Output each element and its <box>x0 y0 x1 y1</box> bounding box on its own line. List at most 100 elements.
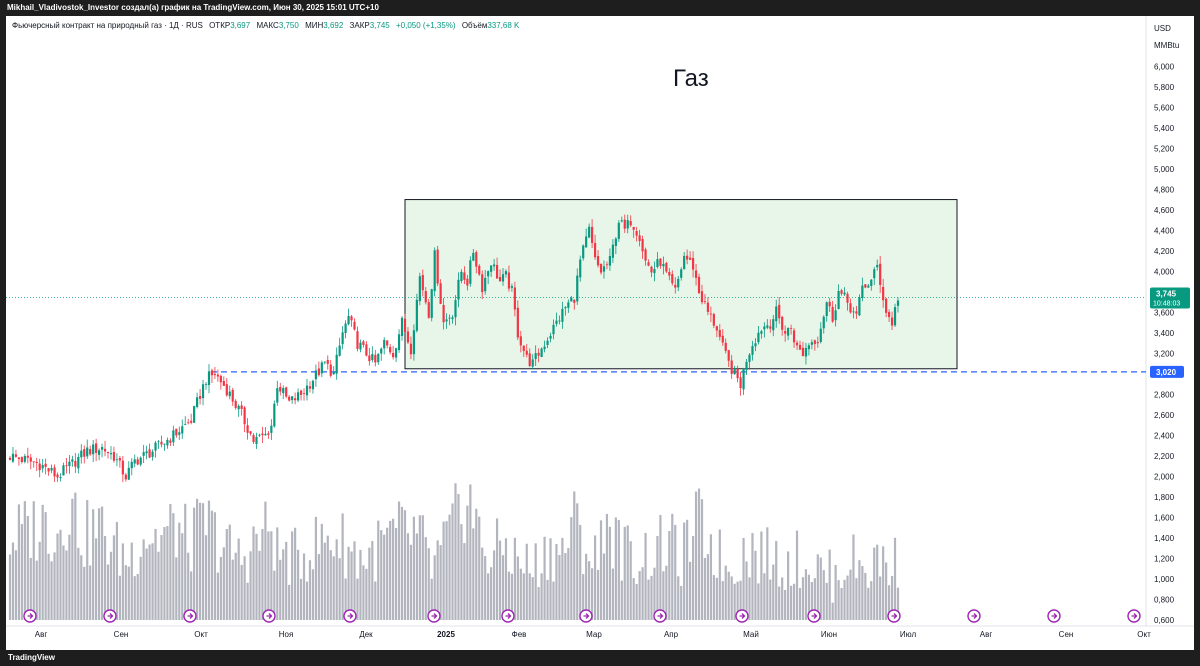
candle-body <box>807 345 811 350</box>
candle-body <box>400 317 404 337</box>
candle-body <box>730 360 733 374</box>
candle-body <box>190 420 193 423</box>
candle-body <box>139 457 142 465</box>
candle-body <box>882 286 885 301</box>
candle-body <box>715 326 718 331</box>
candle-body <box>448 317 451 319</box>
attribution-bar: Mikhail_Vladivostok_Investor создал(а) г… <box>0 0 1200 16</box>
candle-body <box>47 468 50 472</box>
candle-body <box>498 277 502 282</box>
volume-bar <box>588 561 591 620</box>
candle-body <box>406 331 410 343</box>
last-price-value: 3,745 <box>1156 289 1177 298</box>
high-value: 3,750 <box>278 21 299 30</box>
volume-bar <box>605 513 609 620</box>
volume-bar <box>380 530 383 620</box>
event-icon[interactable] <box>579 609 593 623</box>
volume-bar <box>724 565 727 620</box>
volume-bar <box>469 484 472 620</box>
candle-body <box>311 380 315 390</box>
candle-body <box>127 467 130 480</box>
volume-bar <box>739 580 742 620</box>
volume-bar <box>77 547 80 620</box>
volume-bar <box>549 538 552 620</box>
volume-bar <box>751 533 754 620</box>
price-chart[interactable]: USD MMBtu 6,000 5,800 5,600 5,400 5,200 5,000 4,… <box>6 16 1194 650</box>
x-tick-label: Сен <box>1059 630 1074 639</box>
candle-body <box>14 454 18 457</box>
volume-bar <box>136 573 139 620</box>
volume-bar <box>59 529 62 620</box>
candle-body <box>620 220 623 222</box>
volume-bar <box>368 547 371 620</box>
event-icon[interactable] <box>735 609 749 623</box>
candle-body <box>739 377 742 389</box>
candle-body <box>133 459 136 464</box>
volume-bar <box>89 565 92 620</box>
volume-bar <box>481 547 484 620</box>
event-icon[interactable] <box>103 609 117 623</box>
volume-bar <box>216 572 219 620</box>
tradingview-logo[interactable]: TradingView <box>8 653 55 662</box>
volume-bar <box>772 564 775 620</box>
candle-body <box>706 302 710 312</box>
x-tick-label: Фев <box>512 630 527 639</box>
event-icon[interactable] <box>501 609 515 623</box>
candle-body <box>484 277 487 292</box>
event-icon[interactable] <box>427 609 441 623</box>
event-icon[interactable] <box>262 609 276 623</box>
candle-body <box>718 330 721 337</box>
volume-bar <box>831 602 834 620</box>
volume-bar <box>47 553 50 620</box>
event-icon[interactable] <box>183 609 197 623</box>
volume-bar <box>495 518 499 620</box>
volume-bar <box>822 570 825 620</box>
event-icon[interactable] <box>343 609 357 623</box>
volume-bar <box>599 520 603 620</box>
volume-bar <box>225 529 228 620</box>
event-icon-arrow <box>347 613 354 619</box>
volume-bar <box>115 521 119 620</box>
chart-area[interactable]: Фьючерсный контракт на природный газ · 1… <box>6 16 1194 650</box>
candle-body <box>724 342 727 351</box>
candle-body <box>68 461 71 467</box>
event-icon[interactable] <box>1047 609 1061 623</box>
candle-body <box>77 456 80 469</box>
event-icon[interactable] <box>653 609 667 623</box>
event-icon[interactable] <box>807 609 821 623</box>
candle-body <box>433 250 436 292</box>
event-icon-arrow <box>187 613 194 619</box>
volume-bar <box>172 513 175 620</box>
event-icon-arrow <box>107 613 114 619</box>
volume-bar <box>487 573 490 620</box>
candle-body <box>362 341 365 346</box>
candle-body <box>213 374 217 376</box>
volume-bar <box>23 501 26 620</box>
candle-body <box>338 345 341 356</box>
candle-body <box>35 461 38 464</box>
volume-bar <box>100 506 104 620</box>
volume-bar <box>475 508 478 620</box>
event-icon[interactable] <box>1127 609 1141 623</box>
candle-body <box>187 422 190 424</box>
volume-bar <box>519 568 522 620</box>
volume-bar <box>127 566 130 620</box>
candle-body <box>596 256 600 266</box>
volume-bar <box>454 483 457 620</box>
volume-bar <box>317 554 320 620</box>
event-icon[interactable] <box>23 609 37 623</box>
volume-bar <box>71 498 74 620</box>
volume-bar <box>83 566 86 620</box>
candle-body <box>665 262 668 272</box>
candle-body <box>834 310 837 321</box>
candle-body <box>890 317 894 326</box>
candle-body <box>469 260 472 284</box>
event-icon[interactable] <box>887 609 901 623</box>
candle-body <box>528 353 531 366</box>
candle-body <box>314 370 317 380</box>
volume-bar <box>86 500 89 620</box>
volume-bar <box>320 523 323 620</box>
candle-body <box>828 301 831 307</box>
event-icon[interactable] <box>967 609 981 623</box>
x-tick-label: 2025 <box>437 630 455 639</box>
